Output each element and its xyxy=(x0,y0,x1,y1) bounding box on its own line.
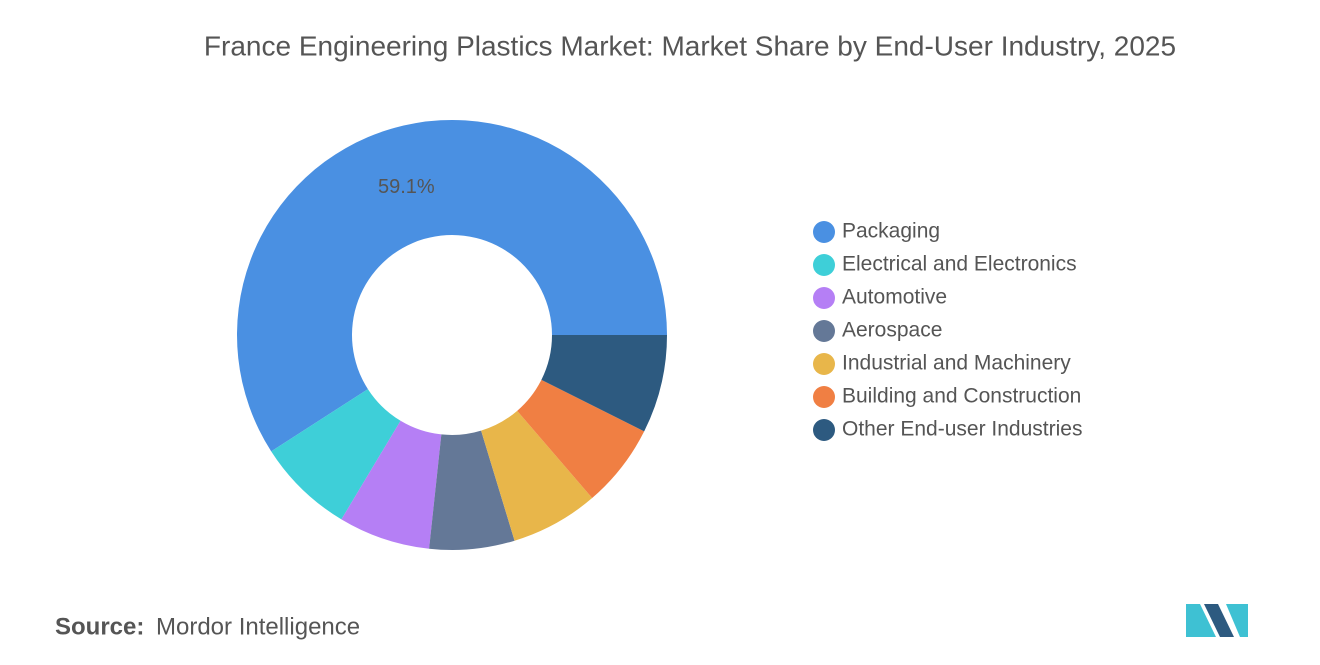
data-label: 59.1% xyxy=(378,176,435,198)
legend-label: Packaging xyxy=(842,220,940,243)
legend-marker xyxy=(813,419,835,441)
legend-marker xyxy=(813,254,835,276)
donut-slice xyxy=(541,335,667,432)
legend-marker xyxy=(813,287,835,309)
legend-label: Building and Construction xyxy=(842,385,1081,408)
donut-slice xyxy=(517,379,645,499)
logo xyxy=(1186,604,1248,637)
legend-label: Automotive xyxy=(842,286,947,309)
legend-label: Aerospace xyxy=(842,319,942,342)
legend-label: Other End-user Industries xyxy=(842,418,1082,441)
source-text: Mordor Intelligence xyxy=(156,613,360,640)
donut-slice xyxy=(481,410,593,541)
legend-marker xyxy=(813,386,835,408)
donut-slice xyxy=(341,420,442,549)
donut-slice xyxy=(237,120,667,452)
legend-marker xyxy=(813,320,835,342)
legend-label: Industrial and Machinery xyxy=(842,352,1071,375)
donut-slice xyxy=(271,389,401,520)
source-label: Source: xyxy=(55,613,144,640)
legend-label: Electrical and Electronics xyxy=(842,253,1077,276)
legend-marker xyxy=(813,353,835,375)
donut-slice xyxy=(429,430,515,550)
legend-marker xyxy=(813,221,835,243)
chart-title: France Engineering Plastics Market: Mark… xyxy=(204,30,1176,61)
